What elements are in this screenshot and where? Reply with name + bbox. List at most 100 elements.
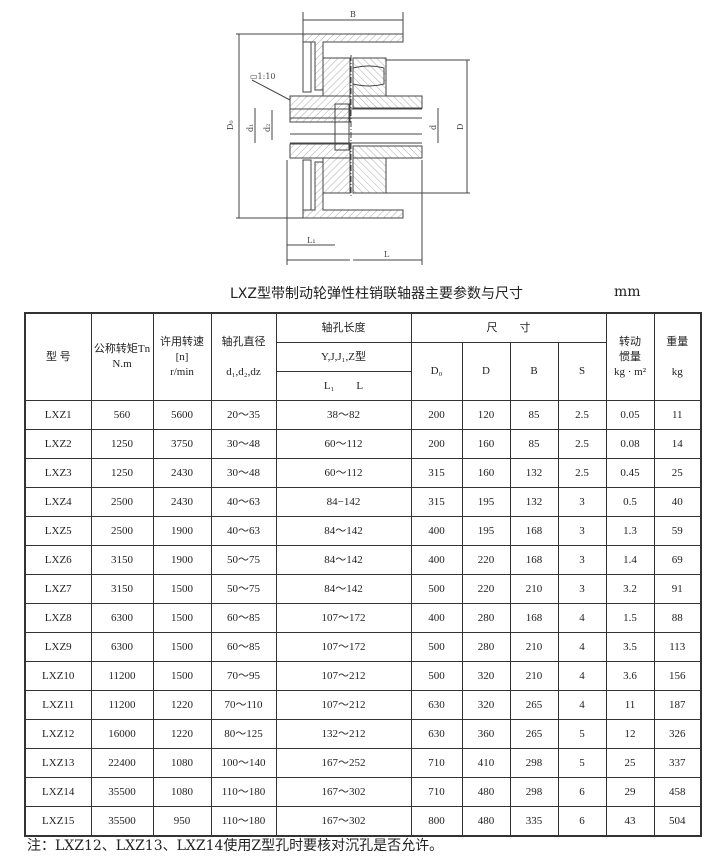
- cell-speed: 1220: [152, 719, 212, 749]
- cell-speed: 2430: [152, 458, 212, 488]
- cell-S: 6: [557, 777, 607, 807]
- cell-inertia: 0.5: [605, 487, 655, 517]
- header-speed: 许用转速 [n] r/min: [152, 312, 212, 401]
- cell-inertia: 1.5: [605, 603, 655, 633]
- dim-label-dz: d₂: [263, 124, 272, 132]
- table-row: LXZ7 3150 1500 50～75 84～142 500 220 210 3 3.2 91: [24, 574, 702, 604]
- cell-D: 160: [461, 458, 511, 488]
- cell-S: 4: [557, 690, 607, 720]
- cell-weight: 156: [653, 661, 702, 691]
- cell-bore-length: 38～82: [275, 400, 412, 430]
- table-row: LXZ9 6300 1500 60～85 107～172 500 280 210 4 3.5 113: [24, 632, 702, 662]
- cell-speed: 1500: [152, 574, 212, 604]
- cell-model: LXZ7: [24, 574, 92, 604]
- cell-bore-length: 84～142: [275, 545, 412, 575]
- cell-model: LXZ12: [24, 719, 92, 749]
- cell-S: 2.5: [557, 458, 607, 488]
- cell-bore-diameter: 50～75: [210, 574, 277, 604]
- dim-label-L1: L₁: [307, 236, 316, 245]
- cell-D0: 200: [410, 429, 463, 459]
- cell-B: 210: [509, 661, 559, 691]
- cell-B: 210: [509, 632, 559, 662]
- table-row: LXZ15 35500 950 110～180 167～302 800 480 335 6 43 5…: [24, 806, 702, 837]
- cell-model: LXZ15: [24, 806, 92, 837]
- dim-label-D0: D₀: [226, 120, 235, 130]
- cell-B: 265: [509, 690, 559, 720]
- cell-bore-diameter: 40～63: [210, 516, 277, 546]
- cell-torque: 6300: [90, 632, 154, 662]
- cell-torque: 1250: [90, 429, 154, 459]
- cell-D0: 500: [410, 661, 463, 691]
- cell-D: 160: [461, 429, 511, 459]
- cell-bore-diameter: 30～48: [210, 429, 277, 459]
- cell-D: 220: [461, 545, 511, 575]
- cell-weight: 504: [653, 806, 702, 837]
- cell-D0: 710: [410, 777, 463, 807]
- cell-weight: 91: [653, 574, 702, 604]
- cell-B: 85: [509, 429, 559, 459]
- table-row: LXZ10 11200 1500 70～95 107～212 500 320 210 4 3.6 1…: [24, 661, 702, 691]
- cell-model: LXZ8: [24, 603, 92, 633]
- cell-weight: 88: [653, 603, 702, 633]
- taper-label: ▭1:10: [250, 72, 276, 81]
- cell-D: 360: [461, 719, 511, 749]
- cell-model: LXZ10: [24, 661, 92, 691]
- cell-speed: 1500: [152, 603, 212, 633]
- cell-speed: 3750: [152, 429, 212, 459]
- dim-label-B: B: [350, 10, 356, 19]
- cell-bore-length: 107～212: [275, 690, 412, 720]
- cell-inertia: 11: [605, 690, 655, 720]
- cell-speed: 1080: [152, 777, 212, 807]
- cell-model: LXZ1: [24, 400, 92, 430]
- table-row: LXZ14 35500 1080 110～180 167～302 710 480 298 6 29…: [24, 777, 702, 807]
- footnote: 注：LXZ12、LXZ13、LXZ14使用Z型孔时要核对沉孔是否允许。: [27, 838, 444, 854]
- table-row: LXZ4 2500 2430 40～63 84−142 315 195 132 3 0.5 40: [24, 487, 702, 517]
- cell-inertia: 29: [605, 777, 655, 807]
- cell-D: 320: [461, 690, 511, 720]
- header-bore-length: 轴孔长度: [275, 312, 412, 343]
- cell-D: 220: [461, 574, 511, 604]
- cell-bore-diameter: 20～35: [210, 400, 277, 430]
- cell-D0: 400: [410, 603, 463, 633]
- cell-S: 3: [557, 516, 607, 546]
- cell-inertia: 3.5: [605, 632, 655, 662]
- cell-bore-diameter: 110～180: [210, 806, 277, 837]
- cell-bore-diameter: 60～85: [210, 632, 277, 662]
- cell-torque: 6300: [90, 603, 154, 633]
- header-model: 型 号: [24, 312, 92, 401]
- cell-torque: 35500: [90, 777, 154, 807]
- cell-bore-diameter: 70～110: [210, 690, 277, 720]
- dim-label-d1: d₁: [246, 124, 255, 132]
- cell-S: 4: [557, 661, 607, 691]
- cell-torque: 35500: [90, 806, 154, 837]
- table-title: LXZ型带制动轮弹性柱销联轴器主要参数与尺寸: [230, 286, 523, 302]
- cell-model: LXZ11: [24, 690, 92, 720]
- cell-bore-length: 167～252: [275, 748, 412, 778]
- cell-D0: 315: [410, 487, 463, 517]
- cell-S: 6: [557, 806, 607, 837]
- cell-bore-diameter: 40～63: [210, 487, 277, 517]
- header-D0: D₀: [410, 342, 463, 401]
- cell-inertia: 12: [605, 719, 655, 749]
- cell-S: 3: [557, 545, 607, 575]
- cell-bore-diameter: 70～95: [210, 661, 277, 691]
- cell-weight: 326: [653, 719, 702, 749]
- cell-weight: 59: [653, 516, 702, 546]
- cell-B: 335: [509, 806, 559, 837]
- unit-label: mm: [614, 284, 641, 300]
- cell-torque: 2500: [90, 516, 154, 546]
- cell-bore-length: 60～112: [275, 429, 412, 459]
- cell-D: 195: [461, 487, 511, 517]
- dim-label-L: L: [384, 250, 390, 259]
- cell-D: 480: [461, 806, 511, 837]
- cell-bore-length: 84～142: [275, 516, 412, 546]
- header-inertia: 转动 惯量 kg · m²: [605, 312, 655, 401]
- table-row: LXZ5 2500 1900 40～63 84～142 400 195 168 3 1.3 59: [24, 516, 702, 546]
- cell-speed: 1500: [152, 632, 212, 662]
- cell-weight: 458: [653, 777, 702, 807]
- cell-weight: 113: [653, 632, 702, 662]
- cell-model: LXZ13: [24, 748, 92, 778]
- cell-D: 480: [461, 777, 511, 807]
- cell-D0: 710: [410, 748, 463, 778]
- header-S: S: [557, 342, 607, 401]
